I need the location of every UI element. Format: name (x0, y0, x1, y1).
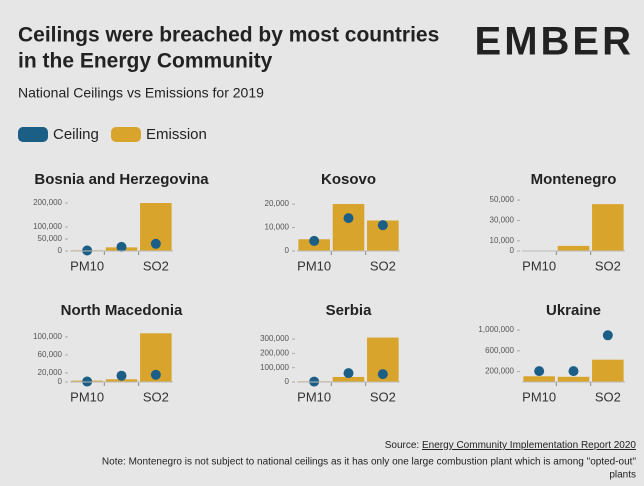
y-tick-label: 0 (58, 377, 63, 386)
panel-title: Montenegro (531, 171, 617, 188)
y-tick-label: 30,000 (490, 216, 515, 225)
title-line: Ceilings were breached by most countries (18, 24, 439, 47)
panel-title: Kosovo (321, 171, 376, 188)
y-tick-label: 200,000 (260, 348, 289, 357)
ceiling-dot (150, 238, 161, 249)
ceiling-dot (116, 370, 127, 381)
bar (332, 376, 365, 382)
y-tick-label: 0 (58, 246, 63, 255)
x-tick-label: SO2 (370, 389, 396, 404)
note: plants (609, 470, 636, 481)
logo: EMBER (475, 20, 634, 64)
panel-title: Serbia (326, 302, 373, 319)
note: Note: Montenegro is not subject to natio… (102, 457, 637, 468)
x-tick-label: SO2 (143, 389, 169, 404)
ceiling-dot (309, 235, 320, 246)
y-tick-label: 200,000 (485, 367, 514, 376)
panel-title: Ukraine (546, 302, 601, 319)
x-tick-label: PM10 (297, 389, 331, 404)
x-tick-label: SO2 (143, 258, 169, 273)
y-tick-label: 0 (285, 246, 290, 255)
y-tick-label: 300,000 (260, 334, 289, 343)
x-tick-label: PM10 (70, 389, 104, 404)
y-tick-label: 200,000 (33, 198, 62, 207)
title-line: in the Energy Community (18, 50, 273, 73)
y-tick-label: 20,000 (38, 368, 63, 377)
ceiling-dot (150, 369, 161, 380)
bar (523, 376, 555, 382)
y-tick-label: 100,000 (33, 332, 62, 341)
y-tick-label: 50,000 (38, 234, 63, 243)
bar (332, 204, 365, 251)
legend-label: Ceiling (53, 126, 99, 143)
x-tick-label: SO2 (595, 389, 621, 404)
y-tick-label: 20,000 (265, 199, 290, 208)
x-tick-label: PM10 (522, 258, 556, 273)
y-tick-label: 600,000 (485, 346, 514, 355)
x-tick-label: SO2 (595, 258, 621, 273)
bar (557, 245, 590, 251)
ceiling-dot (343, 213, 354, 224)
ceiling-dot (377, 369, 388, 380)
ceiling-dot (116, 241, 127, 252)
y-tick-label: 1,000,000 (478, 325, 514, 334)
subtitle: National Ceilings vs Emissions for 2019 (18, 85, 264, 101)
bar (557, 376, 590, 382)
x-tick-label: PM10 (70, 258, 104, 273)
ceiling-dot (377, 220, 388, 231)
bar (592, 204, 624, 251)
y-tick-label: 0 (510, 246, 515, 255)
source-link[interactable]: Energy Community Implementation Report 2… (422, 440, 636, 451)
ceiling-dot (534, 366, 545, 377)
panel-title: Bosnia and Herzegovina (34, 171, 209, 188)
y-tick-label: 100,000 (260, 363, 289, 372)
ceiling-dot (343, 368, 354, 379)
x-tick-label: SO2 (370, 258, 396, 273)
legend-swatch (111, 127, 141, 142)
y-tick-label: 60,000 (38, 350, 63, 359)
y-tick-label: 10,000 (265, 223, 290, 232)
ceiling-dot (568, 366, 579, 377)
panel-title: North Macedonia (61, 302, 183, 319)
legend-label: Emission (146, 126, 207, 143)
y-tick-label: 0 (285, 377, 290, 386)
y-tick-label: 10,000 (490, 236, 515, 245)
x-tick-label: PM10 (297, 258, 331, 273)
x-tick-label: PM10 (522, 389, 556, 404)
y-tick-label: 100,000 (33, 222, 62, 231)
y-tick-label: 50,000 (490, 195, 515, 204)
source-label: Source: (385, 440, 419, 451)
bar (592, 359, 624, 382)
source: Source: Energy Community Implementation … (385, 440, 637, 451)
ceiling-dot (602, 330, 613, 341)
legend-swatch (18, 127, 48, 142)
